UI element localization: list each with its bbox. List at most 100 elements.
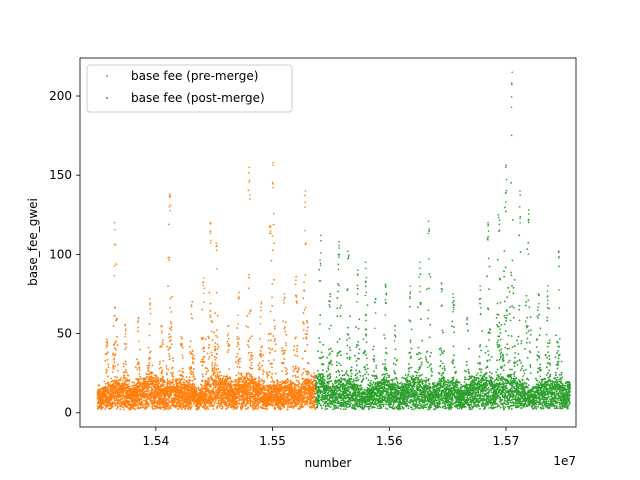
scatter-point: [193, 389, 196, 392]
scatter-point: [201, 373, 204, 376]
scatter-point: [148, 322, 151, 325]
scatter-point: [291, 385, 293, 388]
scatter-point: [123, 374, 126, 377]
scatter-point: [106, 404, 109, 407]
scatter-point: [172, 381, 175, 383]
scatter-point: [168, 355, 171, 358]
scatter-point: [171, 373, 174, 376]
scatter-point: [149, 376, 152, 379]
scatter-point: [214, 341, 217, 344]
scatter-point: [271, 363, 273, 365]
scatter-point: [218, 375, 221, 378]
scatter-point: [219, 371, 221, 373]
scatter-point: [271, 403, 274, 406]
scatter-point: [162, 343, 164, 346]
scatter-point: [172, 357, 174, 360]
scatter-point: [292, 349, 295, 352]
scatter-point: [258, 381, 261, 384]
scatter-point: [189, 340, 192, 343]
scatter-point: [258, 337, 261, 340]
scatter-point: [303, 281, 305, 284]
scatter-point: [237, 360, 240, 362]
scatter-point: [162, 376, 164, 379]
scatter-point: [102, 406, 104, 409]
scatter-point: [169, 358, 171, 360]
scatter-point: [150, 386, 153, 389]
scatter-point: [214, 345, 217, 348]
scatter-point: [116, 376, 118, 379]
scatter-point: [122, 371, 125, 374]
scatter-point: [157, 376, 160, 379]
scatter-point: [128, 380, 131, 383]
scatter-point: [269, 310, 272, 313]
scatter-point: [296, 302, 298, 304]
scatter-point: [269, 339, 272, 342]
scatter-point: [171, 404, 174, 407]
scatter-point: [109, 401, 111, 404]
scatter-point: [239, 357, 242, 360]
scatter-point: [111, 371, 114, 373]
scatter-point: [257, 404, 260, 407]
scatter-point: [268, 333, 271, 335]
scatter-point: [264, 386, 267, 389]
scatter-point: [158, 382, 161, 385]
scatter-point: [213, 364, 216, 367]
scatter-point: [298, 385, 300, 388]
scatter-point: [164, 381, 166, 383]
scatter-point: [134, 366, 137, 369]
scatter-point: [266, 376, 269, 378]
scatter-point: [255, 381, 258, 383]
scatter-point: [113, 382, 115, 385]
scatter-point: [180, 408, 183, 411]
scatter-point: [226, 374, 229, 377]
scatter-point: [165, 408, 168, 410]
scatter-point: [284, 349, 286, 352]
scatter-point: [129, 400, 131, 403]
scatter-point: [283, 351, 286, 354]
scatter-point: [108, 383, 111, 386]
scatter-point: [172, 378, 175, 381]
scatter-point: [192, 362, 195, 365]
scatter-point: [183, 381, 185, 384]
scatter-point: [277, 380, 280, 383]
scatter-point: [121, 401, 124, 404]
scatter-point: [186, 392, 188, 395]
scatter-point: [267, 374, 270, 377]
scatter-point: [160, 366, 162, 369]
scatter-point: [201, 379, 204, 382]
scatter-point: [168, 384, 171, 386]
scatter-point: [167, 389, 170, 392]
scatter-point: [139, 375, 142, 378]
scatter-point: [220, 391, 223, 394]
scatter-point: [215, 356, 218, 359]
scatter-point: [263, 381, 266, 383]
scatter-point: [298, 382, 301, 385]
scatter-point: [211, 364, 213, 367]
scatter-point: [167, 348, 170, 351]
scatter-point: [267, 339, 270, 342]
scatter-point: [207, 408, 210, 411]
scatter-point: [201, 308, 204, 311]
scatter-point: [191, 361, 194, 363]
scatter-point: [259, 380, 262, 383]
scatter-point: [283, 326, 286, 329]
scatter-point: [180, 406, 183, 409]
scatter-point: [285, 342, 287, 344]
scatter-point: [207, 347, 210, 349]
scatter-point: [147, 369, 150, 372]
scatter-point: [205, 370, 208, 373]
scatter-point: [305, 337, 308, 340]
scatter-point: [167, 399, 170, 402]
scatter-point: [135, 358, 138, 361]
scatter-point: [248, 375, 251, 377]
scatter-point: [217, 345, 220, 348]
scatter-point: [168, 340, 171, 343]
scatter-point: [248, 359, 251, 361]
scatter-point: [165, 385, 167, 388]
scatter-point: [248, 312, 251, 315]
scatter-point: [296, 348, 299, 351]
scatter-point: [216, 373, 219, 376]
scatter-point: [302, 322, 305, 325]
scatter-point: [208, 343, 211, 346]
plot-area: [80, 58, 576, 427]
